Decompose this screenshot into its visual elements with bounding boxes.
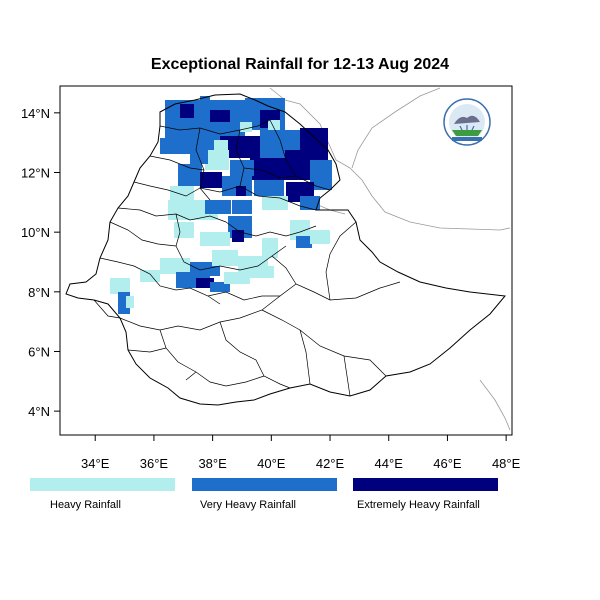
- x-tick-label: 38°E: [198, 456, 227, 471]
- rainfall-cell: [110, 278, 130, 294]
- rainfall-cell: [310, 230, 330, 244]
- y-tick-label: 12°N: [21, 166, 50, 181]
- map-title: Exceptional Rainfall for 12-13 Aug 2024: [150, 56, 450, 73]
- rainfall-cell: [296, 236, 312, 248]
- legend-swatch-extremely-heavy: [353, 478, 498, 491]
- rainfall-cell: [180, 104, 194, 118]
- y-tick-label: 8°N: [28, 285, 50, 300]
- rainfall-cells: [110, 96, 332, 314]
- x-tick-label: 34°E: [81, 456, 110, 471]
- rainfall-cell: [240, 122, 252, 132]
- country-outline: [65, 93, 506, 406]
- rainfall-cell: [232, 200, 252, 214]
- rainfall-cell: [262, 196, 288, 210]
- y-tick-label: 6°N: [28, 344, 50, 359]
- rainfall-cell: [205, 200, 231, 214]
- rainfall-cell: [250, 158, 290, 180]
- rainfall-cell: [178, 164, 202, 186]
- rainfall-cell: [212, 250, 238, 266]
- rainfall-cell: [214, 140, 228, 152]
- meteorology-agency-logo-icon: [443, 98, 491, 146]
- x-tick-label: 44°E: [375, 456, 404, 471]
- legend-swatch-heavy: [30, 478, 175, 491]
- rainfall-cell: [165, 100, 245, 140]
- legend-label-extremely-heavy: Extremely Heavy Rainfall: [357, 499, 480, 511]
- rainfall-cell: [232, 230, 244, 242]
- rainfall-cell: [310, 160, 332, 190]
- rainfall-cell: [200, 232, 230, 246]
- plot-frame: [59, 85, 513, 436]
- rainfall-cell: [170, 186, 194, 200]
- legend-swatch-very-heavy: [192, 478, 337, 491]
- axis-ticks: 34°E 36°E 38°E 40°E 42°E 44°E 46°E 48°E 4°N 6°N 8°…: [21, 106, 521, 471]
- admin-borders: [93, 119, 401, 397]
- rainfall-cell: [262, 238, 278, 258]
- legend-heavy: Heavy Rainfall: [30, 478, 175, 511]
- x-tick-label: 36°E: [140, 456, 169, 471]
- rainfall-cell: [200, 172, 222, 188]
- legend-extremely-heavy: Extremely Heavy Rainfall: [353, 478, 498, 511]
- rainfall-cell: [290, 220, 310, 240]
- rainfall-cell: [200, 96, 210, 104]
- legend-very-heavy: Very Heavy Rainfall: [192, 478, 337, 511]
- rainfall-cell: [230, 160, 254, 176]
- rainfall-cell: [210, 110, 230, 122]
- rainfall-cell: [236, 186, 246, 196]
- rainfall-cell: [174, 222, 194, 238]
- rainfall-cell: [160, 258, 190, 274]
- rainfall-cell: [126, 296, 134, 308]
- rainfall-cell: [220, 136, 260, 158]
- rainfall-cell: [250, 266, 274, 278]
- y-tick-label: 14°N: [21, 106, 50, 121]
- rainfall-cell: [205, 150, 229, 170]
- y-tick-label: 10°N: [21, 225, 50, 240]
- rainfall-cell: [224, 272, 250, 284]
- rainfall-cell: [140, 270, 160, 282]
- x-tick-label: 42°E: [316, 456, 345, 471]
- rainfall-cell: [196, 278, 214, 288]
- rainfall-cell: [210, 282, 230, 292]
- rainfall-cell: [254, 180, 284, 196]
- x-tick-label: 48°E: [492, 456, 521, 471]
- legend-label-very-heavy: Very Heavy Rainfall: [200, 499, 296, 511]
- rainfall-cell: [268, 120, 280, 130]
- y-tick-label: 4°N: [28, 404, 50, 419]
- x-tick-label: 40°E: [257, 456, 286, 471]
- rainfall-cell: [300, 196, 320, 210]
- x-tick-label: 46°E: [433, 456, 462, 471]
- legend-label-heavy: Heavy Rainfall: [50, 499, 121, 511]
